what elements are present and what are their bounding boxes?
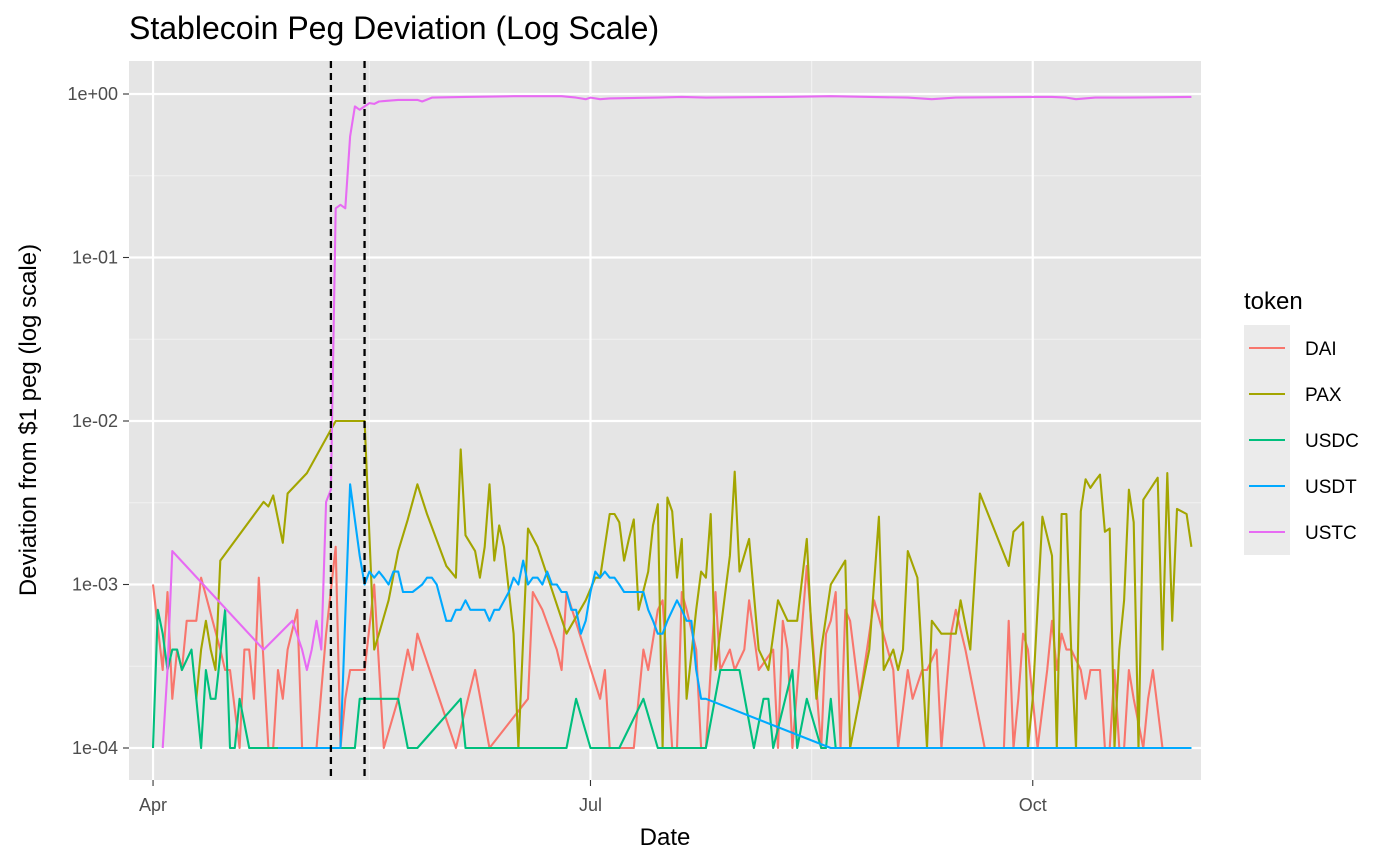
legend-label-usdt: USDT <box>1305 477 1357 498</box>
y-tick-label: 1e-01 <box>72 248 118 268</box>
chart-title: Stablecoin Peg Deviation (Log Scale) <box>129 10 659 46</box>
y-tick-label: 1e-02 <box>72 411 118 431</box>
legend: token DAI PAX USDC USDT USTC <box>1244 288 1359 555</box>
series-lines <box>151 95 1193 750</box>
legend-label-ustc: USTC <box>1305 523 1357 544</box>
y-axis-title: Deviation from $1 peg (log scale) <box>15 244 42 596</box>
y-tick-label: 1e-04 <box>72 738 118 758</box>
x-axis-title: Date <box>640 824 691 851</box>
legend-title: token <box>1244 288 1303 315</box>
legend-label-pax: PAX <box>1305 385 1342 406</box>
legend-label-dai: DAI <box>1305 339 1337 360</box>
series-line-ustc <box>161 95 1192 749</box>
x-tick-label: Jul <box>579 795 602 815</box>
series-line-pax <box>195 419 1193 750</box>
y-tick-label: 1e+00 <box>67 84 118 104</box>
x-tick-label: Apr <box>139 795 167 815</box>
legend-keys: DAI PAX USDC USDT USTC <box>1244 325 1359 555</box>
x-tick-label: Oct <box>1019 795 1047 815</box>
y-axis: 1e-04 1e-03 1e-02 1e-01 1e+00 <box>67 84 129 758</box>
legend-label-usdc: USDC <box>1305 431 1359 452</box>
series-line-usdc <box>151 608 1192 750</box>
y-tick-label: 1e-03 <box>72 575 118 595</box>
series-line-usdt <box>278 483 1192 750</box>
x-axis: Apr Jul Oct <box>139 780 1047 815</box>
